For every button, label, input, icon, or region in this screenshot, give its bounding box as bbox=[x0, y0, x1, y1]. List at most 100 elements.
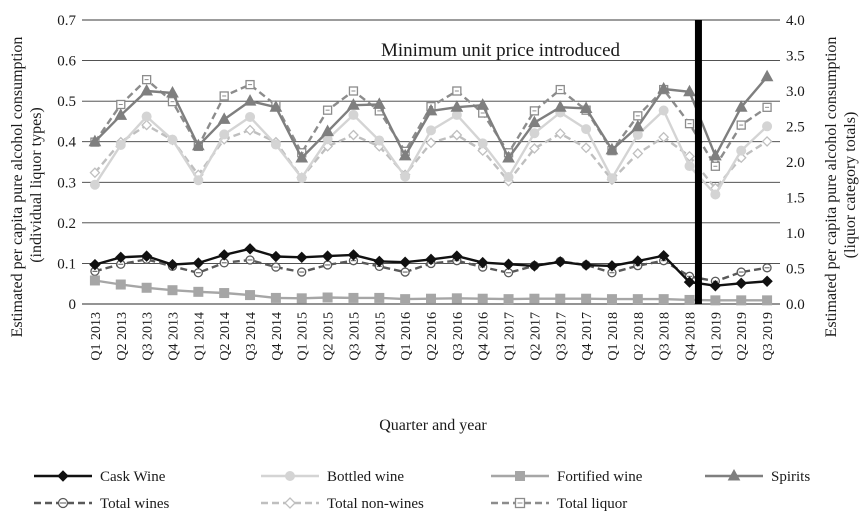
x-tick-label: Q2 2015 bbox=[322, 312, 337, 361]
data-point bbox=[605, 142, 619, 155]
data-point bbox=[141, 111, 152, 122]
data-point bbox=[114, 108, 128, 120]
data-point bbox=[606, 294, 617, 305]
data-point bbox=[347, 98, 360, 110]
x-tick-label: Q3 2013 bbox=[141, 312, 156, 361]
data-point bbox=[295, 150, 309, 163]
x-tick-label: Q4 2015 bbox=[373, 312, 388, 361]
data-point bbox=[167, 285, 178, 296]
data-point bbox=[528, 115, 541, 128]
data-point bbox=[684, 161, 695, 172]
data-point bbox=[683, 84, 696, 97]
data-point bbox=[581, 293, 592, 304]
data-point bbox=[425, 137, 437, 149]
data-point bbox=[502, 150, 515, 163]
data-point bbox=[270, 292, 281, 303]
right-tick-label: 0.0 bbox=[786, 297, 805, 313]
legend-item-bottled-wine: Bottled wine bbox=[261, 469, 404, 485]
data-point bbox=[167, 134, 178, 145]
x-tick-label: Q1 2019 bbox=[709, 312, 724, 361]
data-point bbox=[219, 288, 230, 299]
data-point bbox=[762, 121, 773, 132]
data-point bbox=[245, 290, 256, 301]
data-point bbox=[400, 171, 411, 182]
right-tick-label: 1.5 bbox=[786, 191, 805, 207]
data-point bbox=[217, 112, 231, 124]
left-tick-label: 0.3 bbox=[57, 175, 76, 191]
right-tick-label: 2.0 bbox=[786, 155, 805, 171]
data-point bbox=[140, 250, 153, 262]
left-tick-label: 0.1 bbox=[57, 256, 76, 272]
annotation-minimum-unit-price: Minimum unit price introduced bbox=[381, 40, 621, 61]
left-tick-label: 0.2 bbox=[57, 216, 76, 232]
data-point bbox=[115, 279, 126, 290]
legend-item-total-non-wines: Total non-wines bbox=[261, 496, 424, 512]
data-point bbox=[503, 172, 514, 183]
right-tick-label: 2.5 bbox=[786, 120, 805, 136]
data-point bbox=[658, 131, 670, 143]
x-tick-label: Q3 2014 bbox=[244, 312, 259, 361]
data-point bbox=[348, 109, 359, 120]
x-tick-label: Q2 2018 bbox=[632, 312, 647, 361]
data-point bbox=[579, 101, 593, 113]
left-tick-label: 0.7 bbox=[57, 13, 76, 29]
data-point bbox=[89, 167, 101, 179]
x-axis-title: Quarter and year bbox=[379, 417, 487, 434]
left-tick-label: 0.5 bbox=[57, 94, 76, 110]
left-axis-title: Estimated per capita pure alcohol consum… bbox=[9, 33, 45, 338]
legend-label: Total non-wines bbox=[327, 496, 424, 512]
data-point bbox=[451, 293, 462, 304]
data-point bbox=[476, 98, 490, 110]
data-point bbox=[321, 124, 334, 137]
series-fortified-wine bbox=[89, 275, 773, 306]
data-point bbox=[426, 293, 436, 304]
data-point bbox=[191, 138, 205, 151]
data-point bbox=[710, 295, 721, 306]
data-point bbox=[243, 94, 257, 106]
data-point bbox=[270, 139, 281, 150]
x-tick-label: Q4 2017 bbox=[580, 312, 595, 361]
x-tick-label: Q1 2013 bbox=[89, 312, 104, 361]
right-tick-label: 0.5 bbox=[786, 262, 805, 278]
data-point bbox=[451, 250, 463, 262]
legend-label: Cask Wine bbox=[100, 469, 166, 485]
data-point bbox=[657, 250, 670, 262]
data-point bbox=[684, 294, 695, 305]
data-point bbox=[503, 294, 514, 305]
data-point bbox=[554, 128, 566, 140]
data-point bbox=[166, 85, 179, 98]
data-point bbox=[528, 260, 541, 272]
data-point bbox=[727, 468, 741, 481]
data-point bbox=[244, 124, 256, 136]
x-axis-ticks: Q1 2013 Q2 2013 Q3 2013 Q4 2013 Q1 2014 Q2 20… bbox=[89, 312, 776, 361]
data-point bbox=[321, 250, 334, 262]
right-tick-label: 4.0 bbox=[786, 13, 805, 29]
data-point bbox=[658, 294, 669, 305]
x-tick-label: Q1 2014 bbox=[192, 312, 207, 361]
legend-label: Bottled wine bbox=[327, 469, 404, 485]
data-point bbox=[270, 250, 282, 263]
data-point bbox=[450, 100, 464, 112]
data-point bbox=[657, 81, 671, 94]
left-tick-label: 0 bbox=[69, 297, 77, 313]
x-tick-label: Q3 2016 bbox=[451, 312, 466, 361]
x-tick-label: Q2 2019 bbox=[735, 312, 750, 361]
data-point bbox=[322, 292, 333, 303]
x-tick-label: Q4 2014 bbox=[270, 312, 285, 361]
x-tick-label: Q1 2017 bbox=[503, 312, 518, 361]
right-tick-label: 3.5 bbox=[786, 49, 805, 65]
data-point bbox=[348, 129, 359, 141]
data-point bbox=[115, 251, 127, 264]
legend-item-spirits: Spirits bbox=[705, 468, 810, 485]
data-point bbox=[451, 109, 462, 120]
data-point bbox=[193, 175, 204, 186]
x-tick-label: Q4 2016 bbox=[477, 312, 492, 361]
data-point bbox=[502, 258, 515, 270]
data-point bbox=[374, 135, 385, 146]
legend-item-cask-wine: Cask Wine bbox=[34, 469, 166, 485]
x-tick-label: Q3 2017 bbox=[554, 312, 569, 361]
data-point bbox=[219, 129, 230, 140]
data-point bbox=[348, 292, 359, 303]
data-point bbox=[426, 125, 436, 136]
data-point bbox=[632, 255, 644, 267]
